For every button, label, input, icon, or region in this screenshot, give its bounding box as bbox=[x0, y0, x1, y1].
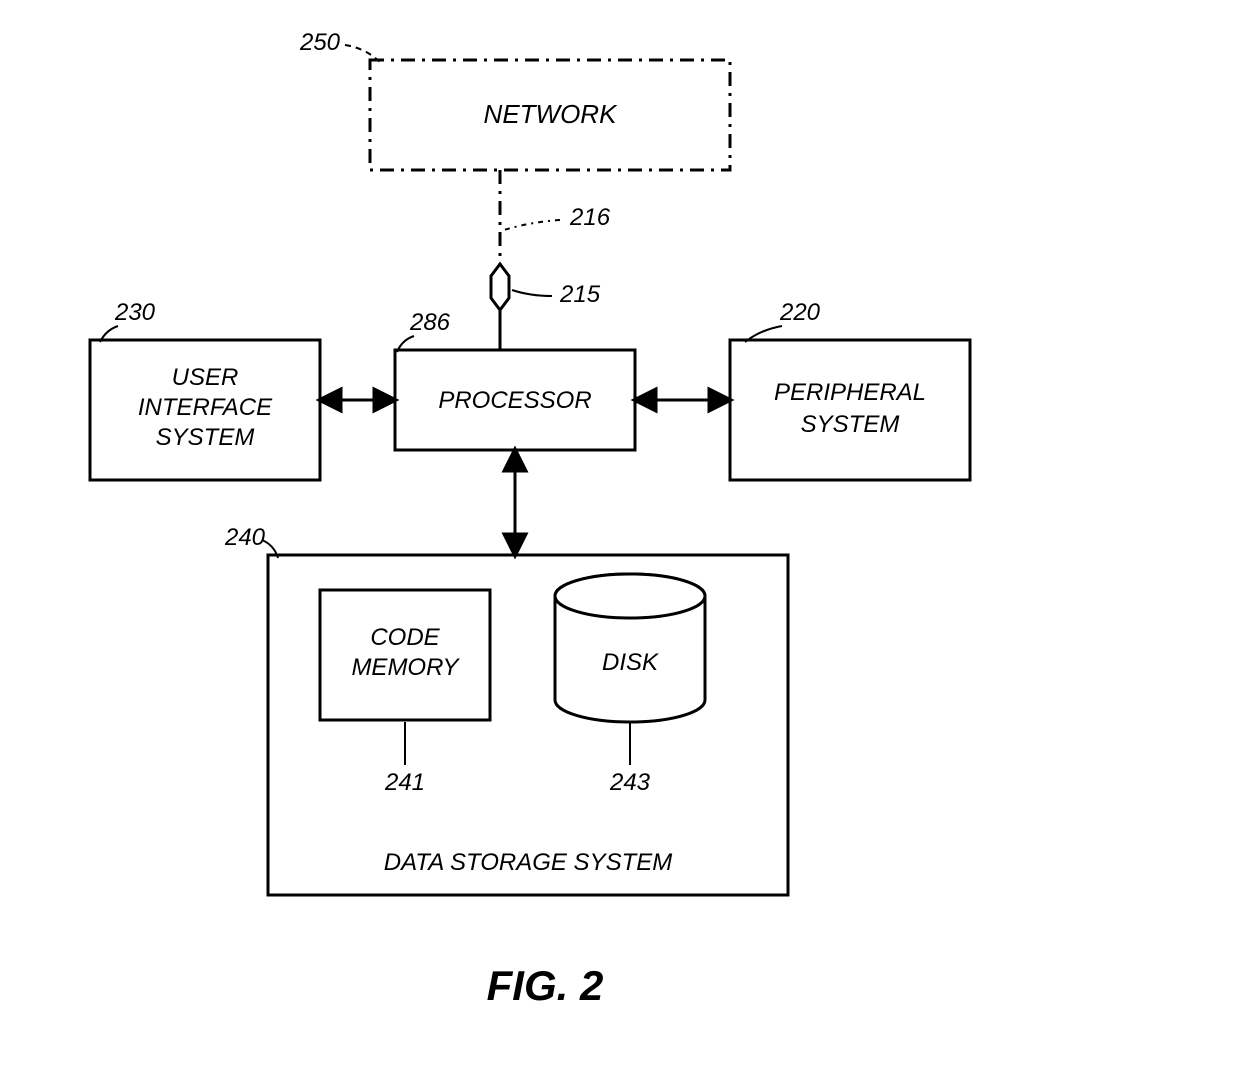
network-ref: 250 bbox=[299, 29, 341, 56]
processor-label: PROCESSOR bbox=[438, 387, 591, 414]
figure-caption: FIG. 2 bbox=[487, 962, 604, 1009]
storage-ref: 240 bbox=[224, 524, 266, 551]
peripheral-box bbox=[730, 340, 970, 480]
ui-ref: 230 bbox=[114, 299, 156, 326]
edge-216-leader bbox=[504, 220, 560, 230]
connector-ref-leader bbox=[512, 290, 552, 296]
codemem-label-2: MEMORY bbox=[351, 654, 460, 681]
peripheral-label-1: PERIPHERAL bbox=[774, 379, 926, 406]
network-label: NETWORK bbox=[484, 99, 619, 129]
codemem-label-1: CODE bbox=[370, 624, 440, 651]
peripheral-label-2: SYSTEM bbox=[801, 411, 900, 438]
ui-label-3: SYSTEM bbox=[156, 424, 255, 451]
storage-label: DATA STORAGE SYSTEM bbox=[384, 849, 673, 876]
disk-ref: 243 bbox=[609, 769, 651, 796]
edge-216-ref: 216 bbox=[569, 204, 611, 231]
ui-label-1: USER bbox=[172, 364, 239, 391]
peripheral-ref: 220 bbox=[779, 299, 821, 326]
storage-box bbox=[268, 555, 788, 895]
disk-label: DISK bbox=[602, 649, 659, 676]
connector-hex bbox=[491, 264, 509, 310]
disk-cylinder bbox=[555, 574, 705, 722]
codemem-ref: 241 bbox=[384, 769, 425, 796]
connector-ref: 215 bbox=[559, 281, 601, 308]
processor-ref: 286 bbox=[409, 309, 451, 336]
ui-label-2: INTERFACE bbox=[138, 394, 273, 421]
